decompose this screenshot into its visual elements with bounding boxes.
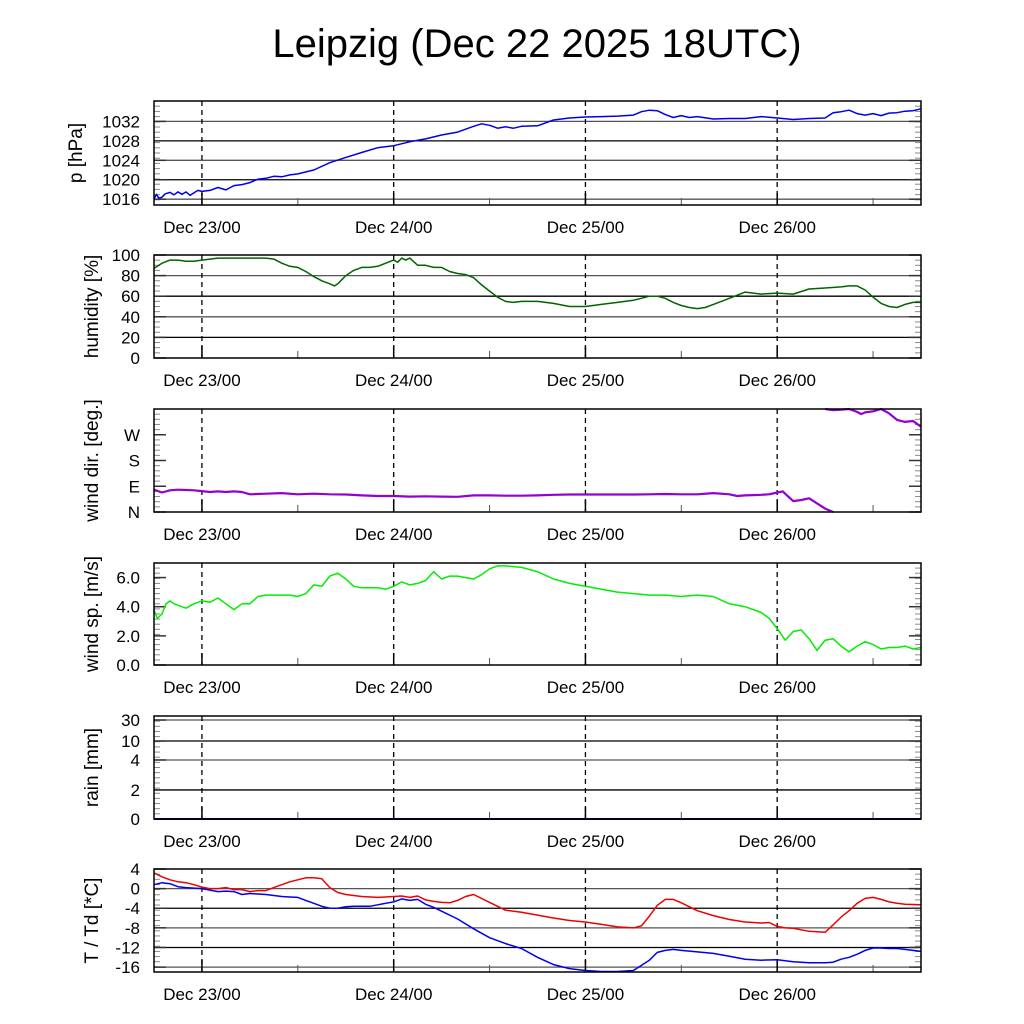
x-tick-label: Dec 26/00 [738,985,816,1004]
x-tick-label: Dec 25/00 [547,678,625,697]
x-tick-label: Dec 23/00 [163,678,241,697]
y-tick-label: 1016 [102,190,140,209]
x-tick-label: Dec 26/00 [738,678,816,697]
y-axis-label: rain [mm] [82,728,103,807]
y-tick-label: 0 [131,349,140,368]
y-tick-label: 20 [121,328,140,347]
x-tick-label: Dec 24/00 [355,832,433,851]
y-axis-label: wind sp. [m/s] [82,556,103,673]
y-tick-label: 1032 [102,112,140,131]
panel-temperature: -16-12-8-404 T / Td [*C] Dec 23/00 Dec 24/0… [82,860,922,1004]
x-tick-label: Dec 24/00 [355,525,433,544]
x-tick-label: Dec 26/00 [738,218,816,237]
x-tick-label: Dec 25/00 [547,832,625,851]
y-tick-label: 0 [131,810,140,829]
y-tick-label: 100 [112,246,140,265]
y-tick-label: 1028 [102,132,140,151]
plot-frame [153,562,922,666]
y-tick-label: 1020 [102,171,140,190]
y-tick-label: 2.0 [116,627,140,646]
x-tick-label: Dec 24/00 [355,678,433,697]
y-tick-label: E [129,477,140,496]
y-tick-label: 1024 [102,151,140,170]
series-line-t [153,872,922,934]
x-tick-label: Dec 25/00 [547,371,625,390]
plot-frame [153,254,922,359]
x-tick-label: Dec 24/00 [355,218,433,237]
x-tick-label: Dec 23/00 [163,525,241,544]
series-line-wind-direction-segment-1- [153,488,834,514]
x-tick-label: Dec 25/00 [547,525,625,544]
y-tick-label: S [129,452,140,471]
x-tick-label: Dec 23/00 [163,985,241,1004]
y-tick-label: -8 [125,919,140,938]
x-tick-label: Dec 26/00 [738,525,816,544]
y-tick-label: 0 [131,880,140,899]
y-tick-label: 6.0 [116,569,140,588]
y-tick-label: -16 [115,958,140,977]
series-line-humidity [153,257,921,310]
y-tick-label: 4.0 [116,598,140,617]
y-tick-label: 30 [121,711,140,730]
series-line-wind-speed [153,565,922,653]
y-tick-label: W [124,426,140,445]
y-axis-label: wind dir. [deg.] [82,399,103,523]
y-tick-label: -12 [115,938,140,957]
x-tick-label: Dec 24/00 [355,371,433,390]
x-tick-label: Dec 23/00 [163,371,241,390]
y-axis-label: humidity [%] [82,255,103,358]
y-tick-label: 0.0 [116,656,140,675]
panel-wind-speed: 0.0 2.0 4.0 6.0 wind sp. [m/s] Dec 23/00 Dec 2… [82,556,922,697]
y-axis-label: T / Td [*C] [82,878,103,964]
x-tick-label: Dec 24/00 [355,985,433,1004]
x-tick-label: Dec 25/00 [547,218,625,237]
y-tick-label: 4 [131,860,140,879]
y-tick-label: 80 [121,267,140,286]
series-line-wind-direction-segment-2- [824,407,922,428]
plot-frame [153,100,922,206]
plot-frame [153,408,922,513]
series-line-td [153,881,922,973]
plot-frame [153,715,922,820]
y-tick-label: 60 [121,287,140,306]
y-tick-label: N [128,503,140,522]
x-tick-label: Dec 26/00 [738,832,816,851]
y-tick-label: 4 [131,751,140,770]
y-tick-label: 2 [131,781,140,800]
x-tick-label: Dec 26/00 [738,371,816,390]
y-axis-label: p [hPa] [66,123,87,183]
y-tick-label: 40 [121,308,140,327]
x-tick-label: Dec 25/00 [547,985,625,1004]
y-tick-label: 10 [121,732,140,751]
plot-frame [153,868,922,973]
x-tick-label: Dec 23/00 [163,218,241,237]
series-line-pressure [153,108,922,200]
chart-title: Leipzig (Dec 22 2025 18UTC) [272,22,802,66]
x-tick-label: Dec 23/00 [163,832,241,851]
y-tick-label: -4 [125,899,140,918]
panel-rain: 0 2 410 30 rain [mm] Dec 23/00 Dec 24/00 Dec 25… [82,711,922,851]
